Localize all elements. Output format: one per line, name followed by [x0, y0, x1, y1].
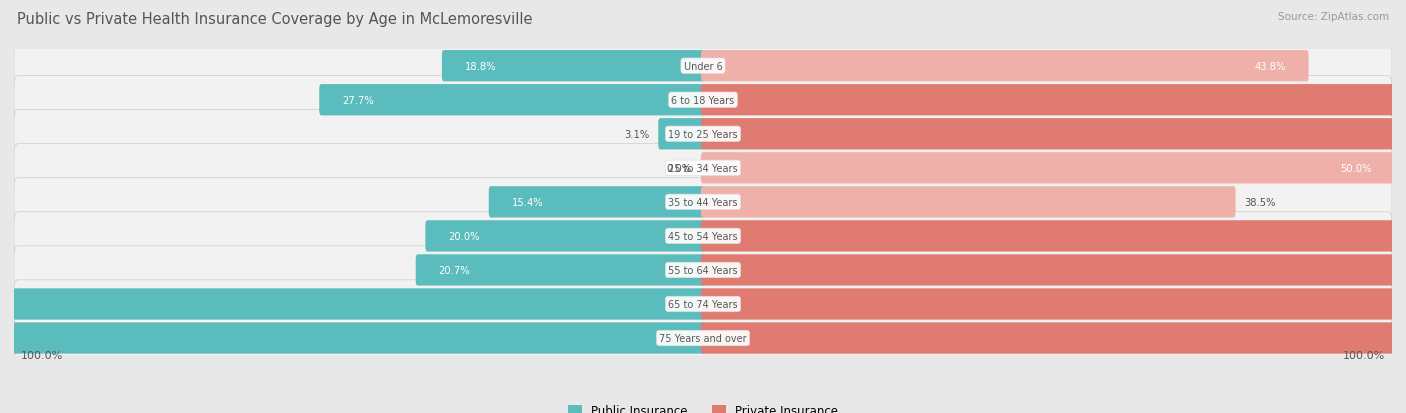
FancyBboxPatch shape: [702, 289, 1406, 320]
FancyBboxPatch shape: [489, 187, 704, 218]
Text: 45 to 54 Years: 45 to 54 Years: [668, 231, 738, 241]
Text: 19 to 25 Years: 19 to 25 Years: [668, 129, 738, 140]
Text: Source: ZipAtlas.com: Source: ZipAtlas.com: [1278, 12, 1389, 22]
FancyBboxPatch shape: [702, 153, 1393, 184]
FancyBboxPatch shape: [0, 323, 704, 354]
Text: Under 6: Under 6: [683, 62, 723, 71]
FancyBboxPatch shape: [14, 43, 1392, 90]
FancyBboxPatch shape: [14, 76, 1392, 125]
FancyBboxPatch shape: [14, 144, 1392, 192]
Text: 65 to 74 Years: 65 to 74 Years: [668, 299, 738, 309]
Text: 6 to 18 Years: 6 to 18 Years: [672, 95, 734, 105]
Text: 20.0%: 20.0%: [449, 231, 479, 241]
Text: 35 to 44 Years: 35 to 44 Years: [668, 197, 738, 207]
FancyBboxPatch shape: [702, 221, 1406, 252]
Text: 65 to 74 Years: 65 to 74 Years: [668, 299, 738, 309]
Text: 43.8%: 43.8%: [1254, 62, 1286, 71]
Text: Public vs Private Health Insurance Coverage by Age in McLemoresville: Public vs Private Health Insurance Cover…: [17, 12, 533, 27]
FancyBboxPatch shape: [14, 280, 1392, 328]
FancyBboxPatch shape: [702, 187, 1236, 218]
Text: 75 Years and over: 75 Years and over: [659, 333, 747, 343]
Text: 0.0%: 0.0%: [666, 164, 692, 173]
FancyBboxPatch shape: [426, 221, 704, 252]
FancyBboxPatch shape: [702, 51, 1309, 82]
FancyBboxPatch shape: [14, 110, 1392, 159]
Text: 20.7%: 20.7%: [439, 265, 470, 275]
Text: 50.0%: 50.0%: [1340, 164, 1371, 173]
FancyBboxPatch shape: [702, 119, 1406, 150]
Text: 25 to 34 Years: 25 to 34 Years: [668, 164, 738, 173]
Text: 18.8%: 18.8%: [464, 62, 496, 71]
FancyBboxPatch shape: [14, 212, 1392, 261]
Text: 55 to 64 Years: 55 to 64 Years: [668, 265, 738, 275]
FancyBboxPatch shape: [14, 314, 1392, 362]
Text: 6 to 18 Years: 6 to 18 Years: [671, 95, 735, 105]
FancyBboxPatch shape: [14, 246, 1392, 294]
FancyBboxPatch shape: [14, 178, 1392, 226]
Text: 75 Years and over: 75 Years and over: [658, 333, 748, 343]
FancyBboxPatch shape: [441, 51, 704, 82]
FancyBboxPatch shape: [319, 85, 704, 116]
Text: 38.5%: 38.5%: [1244, 197, 1277, 207]
Legend: Public Insurance, Private Insurance: Public Insurance, Private Insurance: [568, 404, 838, 413]
FancyBboxPatch shape: [702, 85, 1406, 116]
FancyBboxPatch shape: [658, 119, 704, 150]
Text: 27.7%: 27.7%: [342, 95, 374, 105]
FancyBboxPatch shape: [702, 323, 1406, 354]
Text: 19 to 25 Years: 19 to 25 Years: [668, 129, 738, 140]
Text: 25 to 34 Years: 25 to 34 Years: [668, 164, 738, 173]
Text: 100.0%: 100.0%: [1343, 350, 1385, 360]
Text: Under 6: Under 6: [683, 62, 723, 71]
Text: 45 to 54 Years: 45 to 54 Years: [668, 231, 738, 241]
Text: 3.1%: 3.1%: [624, 129, 650, 140]
FancyBboxPatch shape: [0, 289, 704, 320]
Text: 35 to 44 Years: 35 to 44 Years: [668, 197, 738, 207]
FancyBboxPatch shape: [416, 255, 704, 286]
Text: 100.0%: 100.0%: [21, 350, 63, 360]
Text: 55 to 64 Years: 55 to 64 Years: [668, 265, 738, 275]
Text: 15.4%: 15.4%: [512, 197, 543, 207]
FancyBboxPatch shape: [702, 255, 1406, 286]
